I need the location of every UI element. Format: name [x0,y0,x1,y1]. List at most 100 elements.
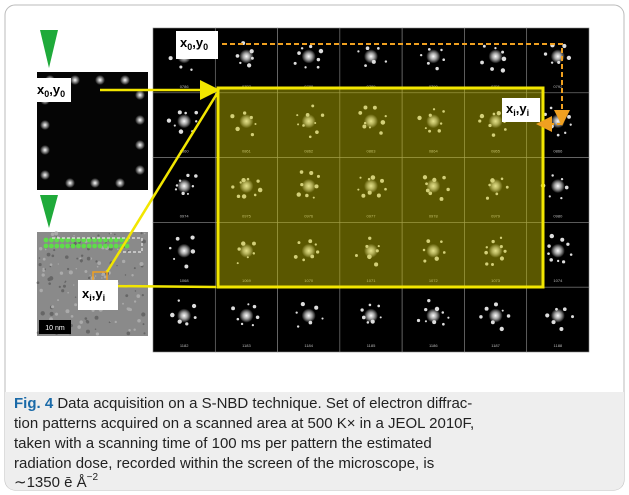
grain [61,289,64,292]
scan-point [49,244,54,249]
grain [67,268,69,270]
spot [170,313,175,318]
grain [67,292,69,294]
grain [73,284,74,285]
spot [551,61,553,63]
center-spot [426,49,440,63]
spot [547,252,550,255]
spot [372,60,376,64]
spot [252,324,254,326]
spot [549,195,551,197]
scan-point [54,244,59,249]
spot [231,306,235,310]
grain [131,274,133,276]
center-spot [177,244,191,258]
grain [73,235,74,236]
figure: 10 nm 0786078707880789079007910792086008… [0,0,629,495]
scan-area [218,88,543,287]
grain [47,253,51,257]
caption-line: tion patterns acquired on a scanned area… [14,415,474,432]
center-spot [177,114,191,128]
scan-point [92,244,97,249]
spot [555,308,558,311]
spot [90,178,100,188]
scan-point [65,244,70,249]
grain [48,282,51,285]
grain [39,289,42,292]
grain [128,329,130,331]
grain [139,262,143,266]
spot [480,61,484,65]
spot [442,311,445,314]
spot [314,306,318,310]
spot [427,299,430,302]
grain [140,232,142,234]
grain [43,258,46,261]
spot [247,303,249,305]
spot [500,327,504,331]
spot [190,235,194,239]
grain [95,275,97,277]
spot [367,321,370,324]
grain [142,240,146,244]
grain [59,286,61,288]
spot [187,193,189,195]
spot [427,62,430,65]
spot [179,65,182,68]
spot [501,68,505,72]
spot [95,75,105,85]
grain [42,273,45,276]
tile-number: 1188 [554,343,563,348]
grain [74,303,77,306]
caption-line: ∼1350 ē Å−2 [14,472,98,491]
spot [135,90,145,100]
scan-point [44,238,49,243]
grain [86,320,89,323]
spot [485,307,489,311]
spot [319,49,323,53]
spot [371,320,375,324]
spot [239,62,241,64]
tile-number: 1187 [491,343,500,348]
grain [50,263,53,266]
spot [420,54,422,56]
spot [174,124,176,126]
scan-point [87,244,92,249]
grain [127,332,131,336]
spot [173,258,175,260]
spot [435,307,439,311]
grain [104,276,107,279]
spot [563,307,567,311]
grain [65,309,69,313]
grain [122,303,124,305]
spot [253,305,257,309]
spot [175,188,177,190]
caption-line: radiation dose, recorded within the scre… [14,455,434,472]
spot [309,321,313,325]
grain [57,299,59,301]
grain [133,328,135,330]
spot [432,320,436,324]
grain [75,297,76,298]
grain [58,263,59,264]
scan-point [44,244,49,249]
center-spot [364,309,378,323]
spot [435,67,438,70]
spot [366,46,370,50]
grain [69,334,70,335]
tile-number: 1186 [429,343,438,348]
scan-point [108,244,113,249]
spot [40,145,50,155]
grain [60,271,63,274]
spot [502,310,504,312]
scale-bar: 10 nm [45,325,65,332]
spot [559,114,561,116]
grain [97,261,101,265]
center-spot [239,309,253,323]
grain [136,294,140,298]
grain [95,260,97,262]
grain [56,236,57,237]
spot [544,52,547,55]
grain [135,290,136,291]
spot [179,129,183,133]
